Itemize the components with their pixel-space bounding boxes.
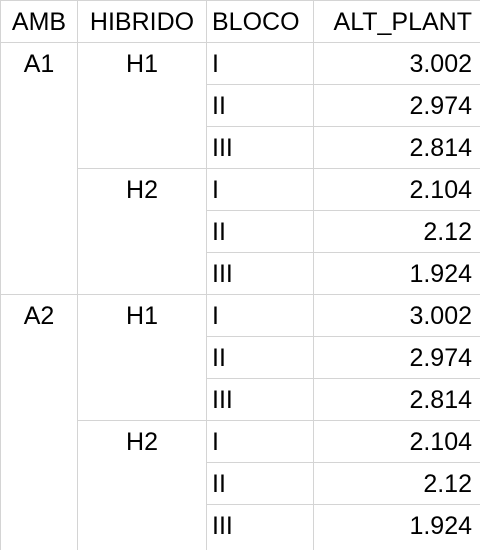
bloco-cell[interactable]: III — [212, 260, 233, 288]
grid-line — [206, 294, 480, 295]
bloco-cell[interactable]: III — [212, 512, 233, 540]
alt-plant-cell[interactable]: 2.12 — [423, 218, 472, 246]
header-hibrido[interactable]: HIBRIDO — [89, 8, 195, 36]
alt-plant-cell[interactable]: 2.974 — [409, 92, 472, 120]
hibrido-cell[interactable]: H1 — [126, 50, 158, 78]
grid-line — [77, 420, 206, 421]
alt-plant-cell[interactable]: 2.974 — [409, 344, 472, 372]
bloco-cell[interactable]: I — [212, 428, 219, 456]
grid-line — [313, 0, 314, 550]
grid-line — [206, 420, 480, 421]
bloco-cell[interactable]: I — [212, 176, 219, 204]
bloco-cell[interactable]: II — [212, 470, 226, 498]
grid-line — [0, 0, 77, 1]
grid-line — [206, 378, 480, 379]
grid-line — [206, 462, 480, 463]
amb-cell[interactable]: A1 — [23, 50, 55, 78]
grid-line — [206, 252, 480, 253]
grid-line — [77, 0, 206, 1]
header-alt-plant[interactable]: ALT_PLANT — [333, 8, 472, 36]
grid-line — [206, 210, 480, 211]
grid-line — [206, 84, 480, 85]
alt-plant-cell[interactable]: 2.12 — [423, 470, 472, 498]
grid-line — [77, 294, 206, 295]
alt-plant-cell[interactable]: 1.924 — [409, 512, 472, 540]
grid-line — [77, 0, 78, 550]
grid-line — [206, 0, 207, 550]
alt-plant-cell[interactable]: 2.814 — [409, 386, 472, 414]
hibrido-cell[interactable]: H1 — [126, 302, 158, 330]
grid-line — [206, 336, 480, 337]
bloco-cell[interactable]: II — [212, 344, 226, 372]
alt-plant-cell[interactable]: 2.814 — [409, 134, 472, 162]
alt-plant-cell[interactable]: 2.104 — [409, 428, 472, 456]
grid-line — [0, 42, 480, 43]
alt-plant-cell[interactable]: 2.104 — [409, 176, 472, 204]
alt-plant-cell[interactable]: 3.002 — [409, 50, 472, 78]
hibrido-cell[interactable]: H2 — [126, 176, 158, 204]
header-bloco[interactable]: BLOCO — [212, 8, 300, 36]
amb-cell[interactable]: A2 — [23, 302, 55, 330]
grid-line — [0, 294, 77, 295]
alt-plant-cell[interactable]: 3.002 — [409, 302, 472, 330]
alt-plant-cell[interactable]: 1.924 — [409, 260, 472, 288]
hibrido-cell[interactable]: H2 — [126, 428, 158, 456]
bloco-cell[interactable]: I — [212, 50, 219, 78]
grid-line — [206, 168, 480, 169]
grid-line — [206, 504, 480, 505]
bloco-cell[interactable]: III — [212, 134, 233, 162]
grid-line — [206, 126, 480, 127]
header-amb[interactable]: AMB — [11, 8, 67, 36]
grid-line — [206, 0, 480, 1]
grid-line — [0, 0, 1, 550]
bloco-cell[interactable]: II — [212, 218, 226, 246]
grid-line — [77, 168, 206, 169]
bloco-cell[interactable]: III — [212, 386, 233, 414]
bloco-cell[interactable]: II — [212, 92, 226, 120]
bloco-cell[interactable]: I — [212, 302, 219, 330]
